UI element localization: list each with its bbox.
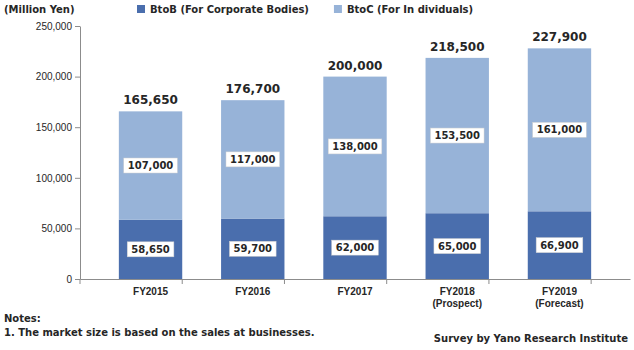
data-label-group: 58,650 (127, 242, 174, 257)
x-tick: FY2018(Prospect) (433, 279, 482, 309)
data-label: 65,000 (438, 241, 477, 252)
data-label: 107,000 (128, 160, 174, 171)
y-tick-label: 50,000 (41, 223, 72, 234)
x-tick-label: FY2019(Forecast) (535, 286, 583, 309)
bar (528, 211, 591, 279)
y-tick-label: 100,000 (36, 173, 73, 184)
y-tick-mark (75, 127, 80, 128)
y-tick: 250,000 (36, 21, 80, 32)
category-separator (488, 279, 489, 284)
bar (528, 48, 591, 211)
legend-swatch (137, 5, 145, 13)
label-box (434, 239, 481, 254)
y-tick-label: 150,000 (36, 122, 73, 133)
y-tick-label: 0 (66, 274, 72, 285)
x-tick-label: FY2017 (337, 286, 372, 297)
x-tick: FY2019(Forecast) (535, 279, 583, 309)
data-label-group: 153,500 (430, 128, 484, 143)
notes-title: Notes: (4, 313, 41, 324)
x-tick: FY2017 (337, 279, 372, 297)
y-tick: 50,000 (41, 223, 80, 234)
legend-swatch (334, 5, 342, 13)
y-axis-title: (Million Yen) (4, 4, 75, 15)
data-label-group: 62,000 (332, 240, 379, 255)
x-axis-line (81, 279, 631, 280)
data-label-group: 161,000 (533, 122, 587, 137)
total-label: 200,000 (328, 59, 383, 73)
label-box (127, 242, 174, 257)
total-label: 165,650 (123, 93, 178, 107)
data-label: 117,000 (230, 154, 276, 165)
category-separator (182, 279, 183, 284)
data-label: 58,650 (131, 244, 170, 255)
bar (323, 216, 386, 279)
source: Survey by Yano Research Institute (434, 333, 628, 344)
label-box (229, 241, 276, 256)
y-tick: 100,000 (36, 173, 80, 184)
data-label-group: 59,700 (229, 241, 276, 256)
category-separator (80, 279, 81, 284)
category-separator (284, 279, 285, 284)
y-tick-label: 200,000 (36, 71, 73, 82)
bar (221, 219, 284, 279)
x-tick-label: FY2015 (133, 286, 168, 297)
y-tick-mark (75, 279, 80, 280)
x-axis: FY2015 FY2016 FY2017 FY2018(Prospect) FY2019… (81, 279, 631, 309)
bar (426, 58, 489, 213)
label-box (430, 128, 484, 143)
data-label: 62,000 (336, 242, 375, 253)
y-axis-line (80, 27, 81, 280)
legend: BtoB (For Corporate Bodies) BtoC (For In … (137, 4, 473, 15)
y-tick: 150,000 (36, 122, 80, 133)
x-tick: FY2016 (235, 279, 270, 297)
category-separator (386, 279, 387, 284)
legend-label: BtoB (For Corporate Bodies) (150, 4, 309, 15)
total-label: 176,700 (225, 82, 280, 96)
bar (221, 100, 284, 218)
x-tick-label: FY2016 (235, 286, 270, 297)
y-tick-label: 250,000 (36, 21, 73, 32)
y-tick: 0 (66, 274, 80, 285)
label-box (124, 158, 178, 173)
bar (323, 77, 386, 217)
bars (119, 48, 591, 279)
note: 1. The market size is based on the sales… (4, 327, 315, 338)
data-label: 153,500 (434, 130, 480, 141)
data-label: 138,000 (332, 141, 378, 152)
x-tick-label: FY2018(Prospect) (433, 286, 482, 309)
y-tick: 200,000 (36, 71, 80, 82)
label-box (533, 122, 587, 137)
label-box (332, 240, 379, 255)
bar (119, 220, 182, 279)
label-box (328, 139, 382, 154)
x-tick: FY2015 (133, 279, 168, 297)
total-label: 218,500 (430, 40, 485, 54)
data-label-group: 65,000 (434, 239, 481, 254)
data-label: 66,900 (540, 240, 579, 251)
label-box (536, 238, 583, 253)
bar (426, 213, 489, 279)
data-labels: 58,650 59,700 62,000 65,000 66,900 107,000 117… (124, 122, 587, 256)
y-tick-mark (75, 26, 80, 27)
data-label-group: 138,000 (328, 139, 382, 154)
legend-label: BtoC (For In dividuals) (347, 4, 473, 15)
y-axis: 0 50,000 100,000 150,000 200,000 250,000 (36, 21, 81, 285)
data-label-group: 117,000 (226, 152, 280, 167)
label-box (226, 152, 280, 167)
data-label-group: 107,000 (124, 158, 178, 173)
bar (119, 111, 182, 219)
chart: 0 50,000 100,000 150,000 200,000 250,000 FY201… (0, 0, 634, 350)
data-label: 161,000 (537, 124, 583, 135)
y-tick-mark (75, 228, 80, 229)
data-label-group: 66,900 (536, 238, 583, 253)
category-separator (591, 279, 592, 284)
y-tick-mark (75, 77, 80, 78)
total-label: 227,900 (532, 30, 587, 44)
data-label: 59,700 (233, 243, 272, 254)
y-tick-mark (75, 178, 80, 179)
